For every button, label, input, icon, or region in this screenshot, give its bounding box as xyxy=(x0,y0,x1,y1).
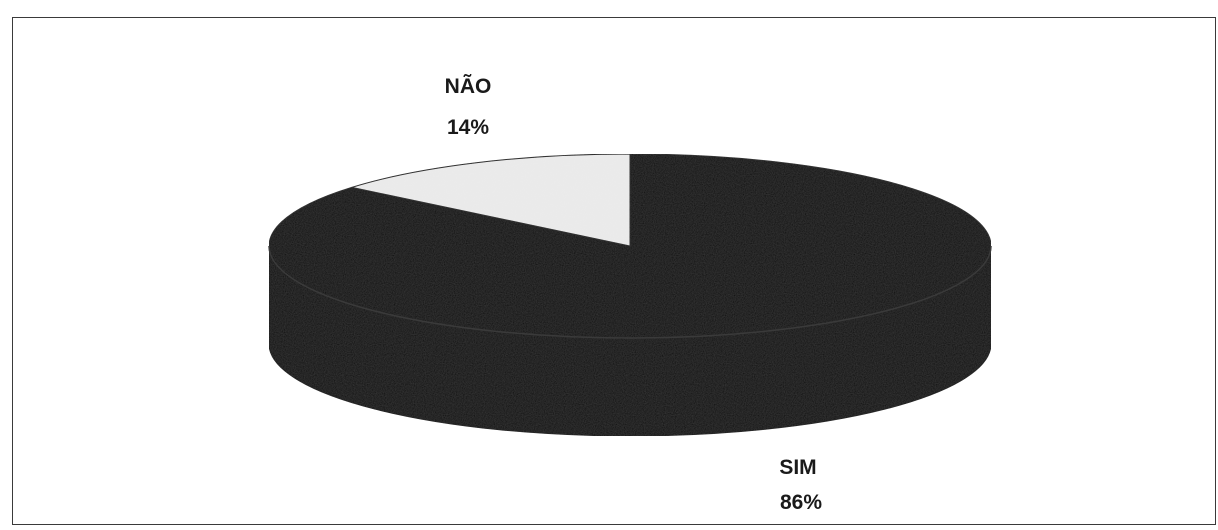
pie-labels: SIM 86% NÃO 14% xyxy=(445,75,823,514)
pie-top-face xyxy=(268,153,992,339)
pie-rim-edge xyxy=(268,245,992,339)
slice-label-sim-value: 86% xyxy=(780,491,822,514)
slice-label-nao-name: NÃO xyxy=(445,75,492,98)
pie-slice-no xyxy=(349,153,631,247)
slice-label-nao-value: 14% xyxy=(447,116,489,139)
slice-label-sim-name: SIM xyxy=(779,456,816,479)
